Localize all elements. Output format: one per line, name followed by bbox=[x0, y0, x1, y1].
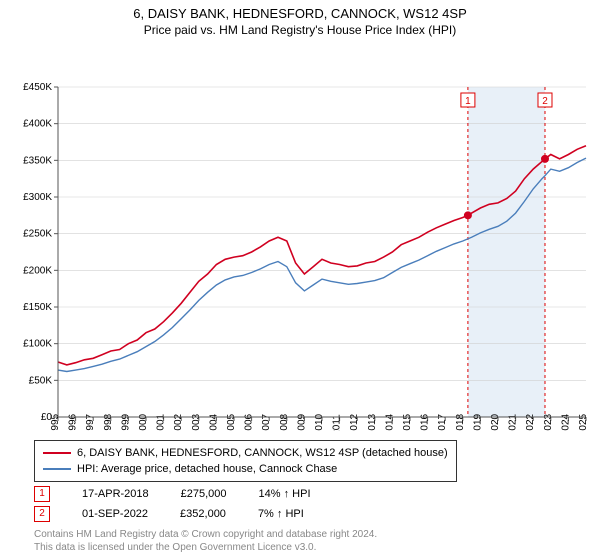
legend-label: 6, DAISY BANK, HEDNESFORD, CANNOCK, WS12… bbox=[77, 445, 448, 461]
svg-text:£250K: £250K bbox=[23, 229, 52, 240]
svg-text:2004: 2004 bbox=[208, 413, 219, 431]
svg-text:£100K: £100K bbox=[23, 339, 52, 350]
svg-text:2003: 2003 bbox=[191, 413, 202, 431]
sale-marker-icon: 2 bbox=[34, 506, 50, 522]
svg-text:2015: 2015 bbox=[402, 413, 413, 431]
legend-label: HPI: Average price, detached house, Cann… bbox=[77, 461, 337, 477]
svg-text:£50K: £50K bbox=[29, 375, 53, 386]
svg-text:2014: 2014 bbox=[384, 413, 395, 431]
svg-text:2010: 2010 bbox=[314, 413, 325, 431]
svg-text:2006: 2006 bbox=[244, 413, 255, 431]
chart-subtitle: Price paid vs. HM Land Registry's House … bbox=[0, 21, 600, 41]
sale-price: £275,000 bbox=[181, 488, 227, 500]
sale-marker-icon: 1 bbox=[34, 486, 50, 502]
svg-text:£150K: £150K bbox=[23, 302, 52, 313]
footer-attribution: Contains HM Land Registry data © Crown c… bbox=[34, 528, 377, 554]
svg-text:2007: 2007 bbox=[261, 413, 272, 431]
svg-text:2016: 2016 bbox=[420, 413, 431, 431]
svg-text:1999: 1999 bbox=[120, 413, 131, 431]
svg-text:2018: 2018 bbox=[455, 413, 466, 431]
svg-text:1998: 1998 bbox=[103, 413, 114, 431]
svg-text:£450K: £450K bbox=[23, 82, 52, 93]
legend-item: 6, DAISY BANK, HEDNESFORD, CANNOCK, WS12… bbox=[43, 445, 448, 461]
sales-table: 1 17-APR-2018 £275,000 14% ↑ HPI 2 01-SE… bbox=[34, 484, 311, 524]
svg-text:2011: 2011 bbox=[332, 414, 343, 431]
svg-text:1997: 1997 bbox=[85, 413, 96, 431]
sale-price: £352,000 bbox=[180, 508, 226, 520]
line-chart: £0£50K£100K£150K£200K£250K£300K£350K£400… bbox=[0, 41, 600, 431]
sale-date: 17-APR-2018 bbox=[82, 488, 149, 500]
svg-text:1: 1 bbox=[465, 96, 471, 107]
svg-text:2019: 2019 bbox=[472, 413, 483, 431]
svg-text:2001: 2001 bbox=[156, 413, 167, 431]
svg-text:£300K: £300K bbox=[23, 192, 52, 203]
legend-swatch bbox=[43, 452, 71, 454]
svg-text:£400K: £400K bbox=[23, 119, 52, 130]
svg-text:2025: 2025 bbox=[578, 413, 589, 431]
svg-text:2021: 2021 bbox=[508, 413, 519, 431]
sale-delta: 14% ↑ HPI bbox=[259, 488, 311, 500]
svg-text:£350K: £350K bbox=[23, 155, 52, 166]
svg-text:1995: 1995 bbox=[50, 413, 61, 431]
legend: 6, DAISY BANK, HEDNESFORD, CANNOCK, WS12… bbox=[34, 440, 457, 482]
svg-text:2024: 2024 bbox=[560, 413, 571, 431]
table-row: 2 01-SEP-2022 £352,000 7% ↑ HPI bbox=[34, 504, 311, 524]
svg-text:2008: 2008 bbox=[279, 413, 290, 431]
chart-container: 6, DAISY BANK, HEDNESFORD, CANNOCK, WS12… bbox=[0, 0, 600, 560]
footer-line: Contains HM Land Registry data © Crown c… bbox=[34, 528, 377, 541]
svg-text:2023: 2023 bbox=[543, 413, 554, 431]
svg-text:2002: 2002 bbox=[173, 413, 184, 431]
svg-text:£200K: £200K bbox=[23, 265, 52, 276]
svg-text:2012: 2012 bbox=[349, 413, 360, 431]
svg-text:2009: 2009 bbox=[296, 413, 307, 431]
footer-line: This data is licensed under the Open Gov… bbox=[34, 541, 377, 554]
chart-title: 6, DAISY BANK, HEDNESFORD, CANNOCK, WS12… bbox=[0, 0, 600, 21]
svg-text:2: 2 bbox=[542, 96, 548, 107]
svg-text:1996: 1996 bbox=[68, 413, 79, 431]
svg-text:2013: 2013 bbox=[367, 413, 378, 431]
legend-swatch bbox=[43, 468, 71, 470]
sale-delta: 7% ↑ HPI bbox=[258, 508, 304, 520]
svg-text:2000: 2000 bbox=[138, 413, 149, 431]
svg-text:2017: 2017 bbox=[437, 413, 448, 431]
svg-text:2005: 2005 bbox=[226, 413, 237, 431]
svg-text:2020: 2020 bbox=[490, 413, 501, 431]
sale-date: 01-SEP-2022 bbox=[82, 508, 148, 520]
table-row: 1 17-APR-2018 £275,000 14% ↑ HPI bbox=[34, 484, 311, 504]
legend-item: HPI: Average price, detached house, Cann… bbox=[43, 461, 448, 477]
svg-text:2022: 2022 bbox=[525, 413, 536, 431]
